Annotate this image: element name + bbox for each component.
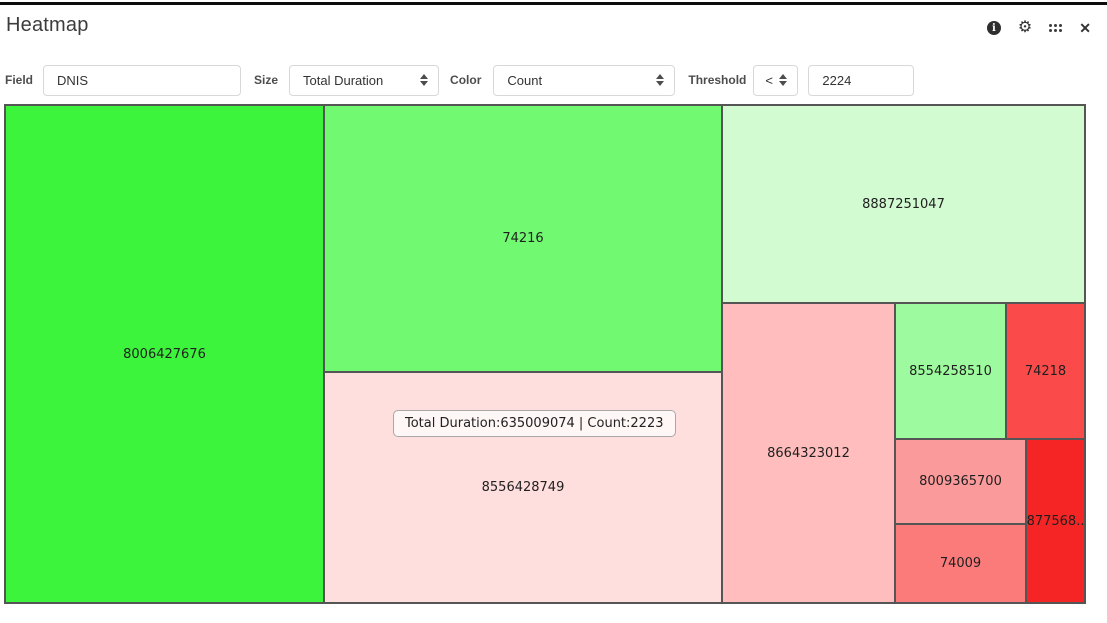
treemap-cell-label: 8009365700: [919, 474, 1002, 489]
treemap-cell-label: 74009: [939, 556, 982, 571]
threshold-label: Threshold: [688, 73, 747, 87]
treemap-cell-label: 8554258510: [909, 363, 992, 379]
treemap-cell[interactable]: 8887251047: [723, 106, 1084, 302]
close-icon[interactable]: ✕: [1079, 20, 1091, 36]
treemap-cell[interactable]: 74218: [1007, 304, 1084, 438]
drag-handle-icon[interactable]: [1049, 24, 1063, 32]
color-select-value: Count: [507, 72, 543, 88]
treemap-cell-label: 8556428749: [481, 480, 565, 495]
size-label: Size: [254, 73, 279, 87]
header-icon-bar: i ⚙ ✕: [986, 19, 1091, 36]
treemap-cell[interactable]: 74216: [325, 106, 721, 371]
treemap-cell[interactable]: 8009365700: [896, 440, 1025, 523]
spinner-icon: [420, 74, 429, 86]
treemap-cell[interactable]: 74009: [896, 525, 1025, 602]
size-select[interactable]: Total Duration: [289, 64, 440, 96]
treemap-cell-label: 8887251047: [862, 196, 945, 212]
spinner-icon: [656, 74, 665, 86]
size-select-value: Total Duration: [303, 72, 384, 88]
panel-top-border: [0, 2, 1107, 5]
field-label: Field: [5, 73, 34, 87]
treemap-cell[interactable]: 8556428749: [325, 373, 721, 602]
color-label: Color: [450, 73, 482, 87]
treemap-cell-label: 877568..: [1026, 513, 1085, 529]
info-icon[interactable]: i: [986, 21, 1001, 35]
controls-bar: Field Size Total Duration Color Count Th…: [5, 64, 915, 96]
treemap-cell-label: 74218: [1024, 363, 1067, 379]
treemap-cell[interactable]: 877568..: [1027, 440, 1084, 602]
treemap-cell-label: 8664323012: [767, 445, 850, 461]
threshold-operator-select[interactable]: <: [753, 64, 799, 96]
threshold-operator-value: <: [765, 72, 773, 88]
color-select[interactable]: Count: [493, 64, 676, 96]
treemap: 8006427676 74216 8556428749 8887251047 86643…: [4, 104, 1086, 604]
field-input[interactable]: [43, 64, 242, 96]
treemap-cell[interactable]: 8664323012: [723, 304, 894, 602]
threshold-input[interactable]: [808, 64, 915, 96]
tooltip: Total Duration:635009074 | Count:2223: [393, 410, 676, 437]
treemap-cell[interactable]: 8006427676: [6, 106, 323, 602]
spinner-icon: [779, 74, 788, 86]
page-title: Heatmap: [6, 14, 89, 36]
treemap-cell-label: 74216: [502, 231, 544, 246]
gear-icon[interactable]: ⚙: [1017, 19, 1033, 36]
treemap-cell-label: 8006427676: [123, 346, 206, 362]
treemap-cell[interactable]: 8554258510: [896, 304, 1005, 438]
